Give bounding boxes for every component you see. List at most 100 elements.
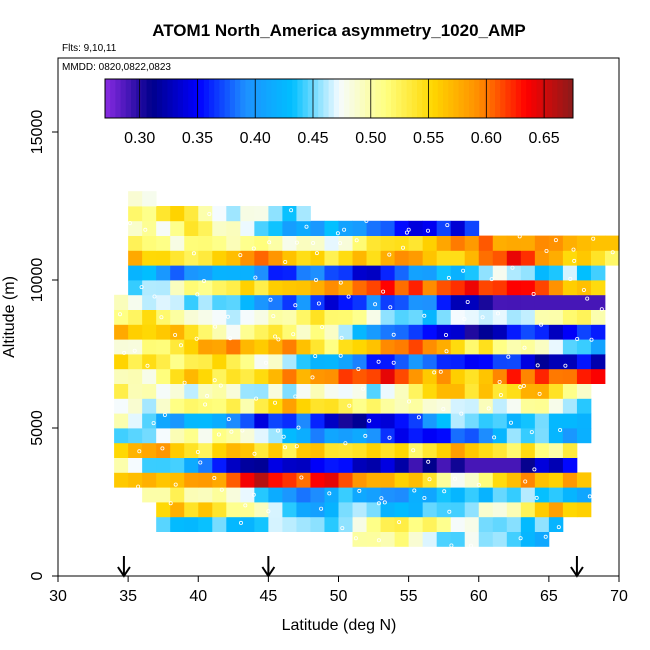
colorbar-segment (339, 79, 345, 118)
sample-point (585, 296, 590, 301)
heatmap-cell (282, 280, 297, 296)
sample-point (489, 277, 494, 282)
heatmap-cell (170, 235, 185, 251)
heatmap-cell (506, 487, 522, 503)
heatmap-cell (534, 354, 550, 370)
heatmap-cell (254, 487, 269, 503)
colorbar-tick-label: 0.35 (182, 130, 213, 147)
heatmap-cell (562, 457, 578, 473)
heatmap-cell (352, 250, 367, 266)
heatmap-cell (576, 265, 592, 281)
heatmap-cell (464, 472, 480, 488)
heatmap-cell (352, 294, 367, 310)
y-tick-label: 10000 (29, 258, 46, 303)
heatmap-cell (170, 442, 185, 458)
heatmap-cell (226, 354, 241, 370)
heatmap-cell (394, 398, 410, 414)
colorbar-segment (521, 79, 527, 118)
heatmap-cell (296, 398, 311, 414)
heatmap-cell (548, 294, 564, 310)
heatmap-cell (506, 472, 522, 488)
heatmap-cell (352, 235, 367, 251)
heatmap-cell (366, 294, 381, 310)
heatmap-cell (366, 354, 381, 370)
heatmap-cell (114, 383, 129, 399)
colorbar: 0.30 0.35 0.40 0.45 0.50 0.55 0.60 0.65 (104, 78, 574, 147)
colorbar-segment (146, 79, 153, 118)
sample-point (136, 484, 141, 489)
heatmap-cell (142, 324, 157, 340)
colorbar-segment (276, 79, 283, 118)
heatmap-cell (268, 235, 283, 251)
colorbar-segment (484, 79, 491, 118)
heatmap-cell (548, 472, 564, 488)
heatmap-cell (492, 368, 508, 384)
heatmap-cell (296, 516, 311, 532)
heatmap-cell (380, 235, 395, 251)
heatmap-cell (422, 428, 438, 444)
sample-point (159, 315, 164, 320)
colorbar-segment (188, 79, 194, 118)
sample-point (412, 488, 417, 493)
heatmap-cell (324, 294, 339, 310)
heatmap-cell (520, 309, 536, 325)
heatmap-cell (310, 502, 325, 518)
heatmap-cell (282, 472, 297, 488)
heatmap-cell (366, 398, 381, 414)
heatmap-cell (296, 368, 311, 384)
flights-label: Flts: 9,10,11 (62, 43, 117, 54)
heatmap-cell (534, 383, 550, 399)
heatmap-cell (114, 457, 129, 473)
heatmap-cell (170, 368, 185, 384)
heatmap-cell (142, 339, 157, 355)
sample-point (354, 238, 359, 243)
heatmap-cell (338, 487, 353, 503)
heatmap-cell (310, 457, 325, 473)
heatmap-cell (282, 442, 297, 458)
sample-point (571, 247, 576, 252)
heatmap-cell (408, 516, 424, 532)
heatmap-cell (436, 472, 452, 488)
heatmap-cell (380, 324, 395, 340)
heatmap-cell (464, 235, 480, 251)
heatmap-cell (212, 516, 227, 532)
heatmap-cell (240, 206, 255, 222)
sample-point (252, 451, 257, 456)
sample-point (416, 415, 421, 420)
heatmap-cell (226, 235, 241, 251)
heatmap-cell (590, 280, 606, 296)
heatmap-cell (254, 368, 269, 384)
heatmap-cell (408, 324, 424, 340)
heatmap-cell (268, 368, 283, 384)
heatmap-cell (156, 220, 171, 236)
heatmap-cell (464, 487, 480, 503)
heatmap-cell (296, 413, 311, 429)
colorbar-segment (495, 79, 501, 118)
heatmap-cell (534, 398, 550, 414)
sample-point (480, 315, 485, 320)
colorbar-segment (391, 79, 397, 118)
sample-point (425, 228, 430, 233)
heatmap-cell (436, 398, 452, 414)
colorbar-segment (110, 79, 116, 118)
heatmap-cell (324, 265, 339, 281)
heatmap-cell (268, 442, 283, 458)
heatmap-cell (282, 265, 297, 281)
sample-point (212, 378, 217, 383)
colorbar-segment (437, 79, 444, 118)
heatmap-cell (142, 457, 157, 473)
heatmap-cell (436, 354, 452, 370)
sample-point (523, 479, 528, 484)
heatmap-cell (394, 309, 410, 325)
heatmap-cell (352, 309, 367, 325)
sample-point (388, 305, 393, 310)
colorbar-segment (131, 79, 137, 118)
heatmap-cell (310, 265, 325, 281)
heatmap-cell (520, 516, 536, 532)
heatmap-cell (142, 383, 157, 399)
heatmap-cell (226, 339, 241, 355)
heatmap-cell (436, 220, 452, 236)
heatmap-cell (282, 502, 297, 518)
sample-point (346, 294, 351, 299)
colorbar-segment (235, 79, 241, 118)
